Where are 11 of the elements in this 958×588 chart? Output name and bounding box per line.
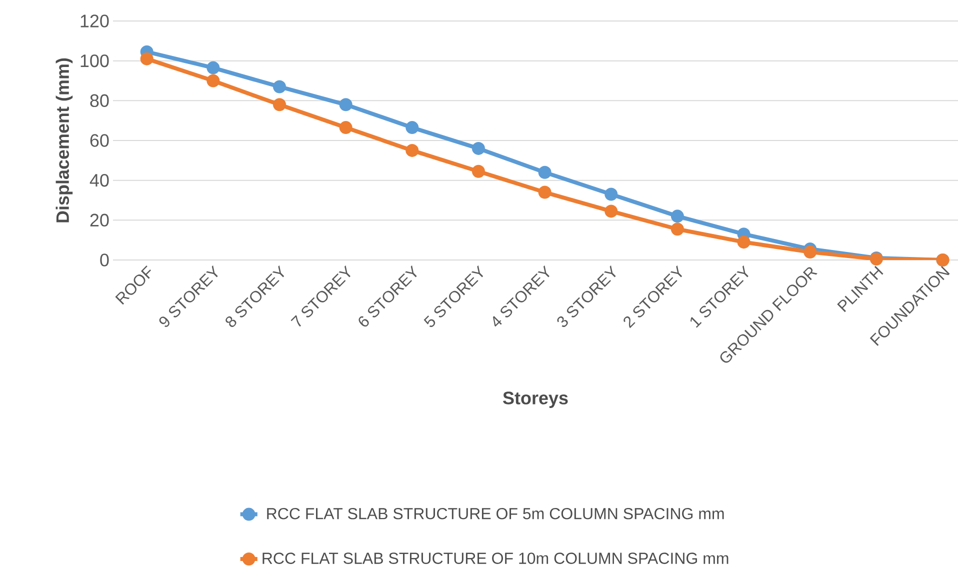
x-axis-title: Storeys xyxy=(503,392,568,408)
legend-label: RCC FLAT SLAB STRUCTURE OF 5m COLUMN SPACING mm xyxy=(267,508,724,520)
y-tick-label: 40 xyxy=(90,174,109,187)
y-tick-label: 100 xyxy=(80,54,109,68)
y-tick-label: 0 xyxy=(100,254,109,266)
y-tick-label: 20 xyxy=(90,214,109,227)
y-tick-label: 80 xyxy=(90,94,109,108)
y-tick-label: 60 xyxy=(90,134,109,147)
legend-label: RCC FLAT SLAB STRUCTURE OF 10m COLUMN SPACING mm xyxy=(262,552,728,564)
y-axis-title: Displacement (mm) xyxy=(56,58,73,222)
y-tick-label: 120 xyxy=(80,14,109,28)
